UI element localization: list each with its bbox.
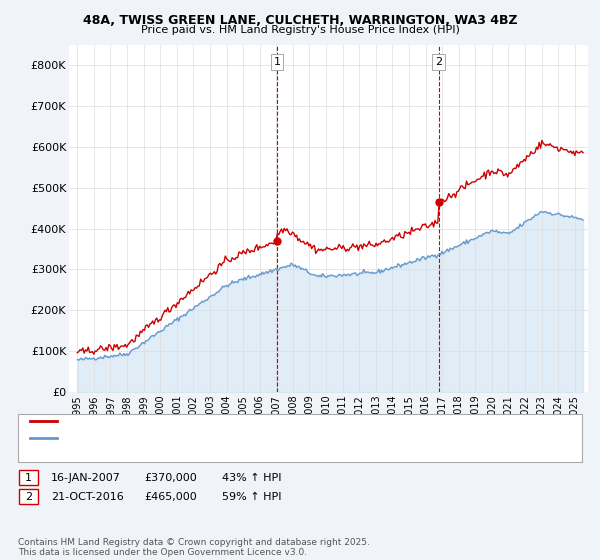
Text: 1: 1	[25, 473, 32, 483]
Text: Contains HM Land Registry data © Crown copyright and database right 2025.
This d: Contains HM Land Registry data © Crown c…	[18, 538, 370, 557]
Text: 59% ↑ HPI: 59% ↑ HPI	[222, 492, 281, 502]
Text: 48A, TWISS GREEN LANE, CULCHETH, WARRINGTON, WA3 4BZ: 48A, TWISS GREEN LANE, CULCHETH, WARRING…	[83, 14, 517, 27]
Text: £465,000: £465,000	[144, 492, 197, 502]
Text: 48A, TWISS GREEN LANE, CULCHETH, WARRINGTON, WA3 4BZ (detached house): 48A, TWISS GREEN LANE, CULCHETH, WARRING…	[63, 416, 483, 426]
Text: £370,000: £370,000	[144, 473, 197, 483]
Text: HPI: Average price, detached house, Warrington: HPI: Average price, detached house, Warr…	[63, 433, 314, 444]
Text: 2: 2	[435, 57, 442, 67]
Text: 1: 1	[274, 57, 280, 67]
Text: 21-OCT-2016: 21-OCT-2016	[51, 492, 124, 502]
Text: 2: 2	[25, 492, 32, 502]
Text: 43% ↑ HPI: 43% ↑ HPI	[222, 473, 281, 483]
Text: 16-JAN-2007: 16-JAN-2007	[51, 473, 121, 483]
Text: Price paid vs. HM Land Registry's House Price Index (HPI): Price paid vs. HM Land Registry's House …	[140, 25, 460, 35]
